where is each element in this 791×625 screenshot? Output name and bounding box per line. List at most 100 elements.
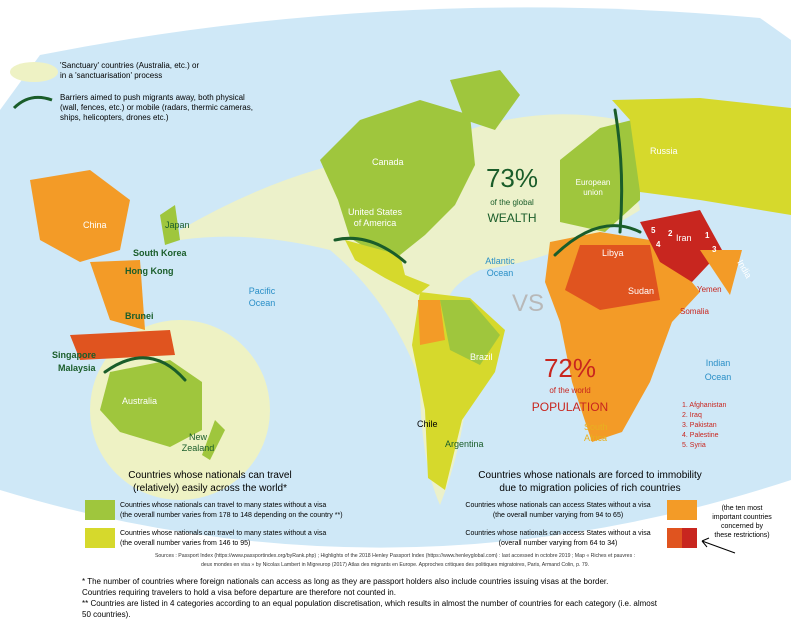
label: union [583,188,603,197]
label: South Korea [133,248,187,258]
greenland [450,70,520,130]
legend-text: Countries whose nationals can access Sta… [465,530,650,537]
legend-text: 'Sanctuary' countries (Australia, etc.) … [60,61,199,70]
stat: 72% [544,353,596,383]
label: Indian [706,358,731,368]
label: Somalia [680,307,709,316]
indonesia [70,330,175,360]
label: 3. Pakistan [682,422,717,429]
label: Pacific [249,286,276,296]
label: Zealand [182,443,215,453]
brazil [440,300,500,365]
legend-heading: Countries whose nationals are forced to … [478,470,701,481]
barrier [553,224,642,257]
legend-heading: (relatively) easily across the world* [133,483,287,494]
label: of the world [549,386,590,395]
legend-heading: Countries whose nationals can travel [128,470,291,481]
africa-north [565,245,660,310]
label: Russia [650,146,678,156]
japan [160,205,180,245]
label: Atlantic [485,256,515,266]
middle-east [640,210,722,282]
label: Africa [584,433,607,443]
legend-note: important countries [712,514,772,521]
legend-text: (the overall number varying from 94 to 6… [493,512,623,519]
barrier [333,236,407,264]
label: POPULATION [532,400,608,414]
legend-swatch [85,528,115,548]
russia [612,98,791,215]
central-america [345,240,430,295]
map-number: 4 [656,240,661,249]
barrier-icon [12,95,53,110]
legend-note: (the ten most [722,505,763,512]
label: of the global [490,198,534,207]
country [418,300,445,345]
label: Hong Kong [125,266,174,276]
label: South [584,422,608,432]
legend-text: (the overall number varies from 178 to 1… [120,512,343,519]
label: Ocean [705,372,732,382]
label: Singapore [52,350,96,360]
label: Japan [165,220,190,230]
footnote: Countries requiring travelers to hold a … [82,588,396,597]
new-zealand [202,420,225,460]
north-america [320,100,475,255]
label: Iran [676,233,692,243]
stat: 73% [486,163,538,193]
legend-text: (wall, fences, etc.) or mobile (radars, … [60,103,253,112]
label: Brunei [125,311,154,321]
footnote: * The number of countries where foreign … [82,577,608,586]
india [700,250,742,295]
label: Ocean [487,268,514,278]
label: WEALTH [487,211,536,225]
map-number: 2 [668,229,673,238]
china [30,170,130,262]
legend-swatch [667,500,697,520]
label: Ocean [249,298,276,308]
legend-text: Countries whose nationals can travel to … [120,530,326,537]
legend-text: Countries whose nationals can travel to … [120,502,326,509]
label: of America [354,218,397,228]
map-number: 5 [651,226,656,235]
legend-text: in a 'sanctuarisation' process [60,71,162,80]
label: 2. Iraq [682,412,702,419]
legend-swatch [682,528,697,548]
label: Libya [602,248,624,258]
label: European [576,178,611,187]
sanctuary-icon [10,62,58,82]
legend-text: (overall number varying from 64 to 34) [499,540,618,547]
label: Argentina [445,439,484,449]
legend-note: these restrictions) [714,532,769,539]
label: New [189,432,208,442]
label: Yemen [697,285,722,294]
label: Chile [417,419,438,429]
legend-heading: due to migration policies of rich countr… [499,483,680,494]
sources: deux mondes en visa » by Nicolas Lambert… [201,562,589,568]
legend-text: (the overall number varies from 146 to 9… [120,540,250,547]
legend-text: Barriers aimed to push migrants away, bo… [60,93,245,102]
australia [100,360,202,447]
footnote: 50 countries). [82,610,130,619]
legend-note: concerned by [721,523,764,530]
sanctuary-zone [180,114,640,506]
label: Australia [122,396,157,406]
map-number: 1 [705,231,710,240]
map-number: 3 [712,245,717,254]
label: 5. Syria [682,442,706,449]
label: Sudan [628,286,654,296]
sources: Sources : Passport Index (https://www.pa… [155,553,635,559]
label: Canada [372,157,404,167]
label: Malaysia [58,363,97,373]
label: China [83,220,107,230]
label: Brazil [470,352,493,362]
label: United States [348,207,403,217]
barrier [103,356,187,382]
footnote: ** Countries are listed in 4 categories … [82,599,658,608]
legend-text: ships, helicopters, drones etc.) [60,113,169,122]
barrier [613,108,624,234]
legend-text: Countries whose nationals can access Sta… [465,502,650,509]
southeast-asia [90,260,145,330]
vs: VS [512,290,544,317]
